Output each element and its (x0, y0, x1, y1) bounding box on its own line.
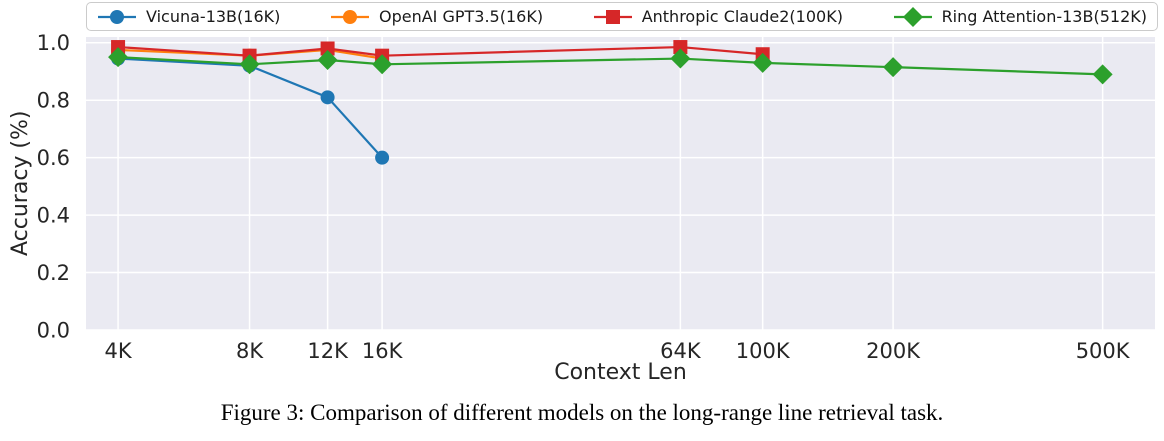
x-tick-label: 12K (307, 339, 349, 363)
series-line-anthropic-claude2-100k (117, 45, 763, 57)
data-point-anthropic-claude2-100k (673, 40, 688, 55)
circle-marker-icon (330, 9, 369, 24)
y-tick-label: 0.8 (37, 89, 70, 113)
circle-marker-glyph (110, 9, 124, 24)
square-marker-icon (593, 9, 632, 24)
y-tick-label: 0.0 (37, 319, 70, 343)
circle-marker-glyph (342, 9, 357, 24)
data-point-ring-attention-13b-512k (108, 47, 129, 68)
legend-label: Ring Attention-13B(512K) (941, 7, 1147, 26)
x-axis-label: Context Len (554, 360, 687, 385)
data-point-ring-attention-13b-512k (317, 49, 338, 70)
data-point-ring-attention-13b-512k (670, 48, 691, 69)
y-tick-label: 0.4 (37, 204, 70, 228)
legend-label: Vicuna-13B(16K) (146, 7, 281, 26)
line-chart: 0.0 0.2 0.4 0.6 0.8 1.0 4K 8K 12K 16K 64K 100K 200K 5… (37, 31, 1155, 363)
diamond-marker-icon (893, 6, 932, 27)
data-point-anthropic-claude2-100k (111, 40, 126, 55)
legend-item-openai-gpt3-5-16k: OpenAI GPT3.5(16K) (330, 7, 543, 27)
y-tick-label: 0.2 (37, 261, 70, 285)
legend-item-anthropic-claude2-100k: Anthropic Claude2(100K) (593, 7, 843, 27)
x-tick-label: 4K (104, 339, 132, 363)
legend-label: Anthropic Claude2(100K) (641, 7, 843, 26)
plot-area (86, 37, 1155, 330)
series-line-ring-attention-13b-512k (118, 56, 1103, 76)
square-marker-glyph (605, 9, 620, 24)
series-line-vicuna-13b-16k (118, 57, 383, 159)
data-point-ring-attention-13b-512k (372, 54, 393, 75)
data-point-vicuna-13b-16k (375, 150, 390, 165)
circle-marker-icon (98, 9, 136, 24)
y-tick-label: 1.0 (37, 31, 70, 55)
data-point-ring-attention-13b-512k (883, 57, 904, 78)
x-tick-label: 64K (660, 339, 702, 363)
data-point-ring-attention-13b-512k (752, 52, 773, 73)
x-tick-label: 8K (236, 339, 264, 363)
x-tick-label: 16K (362, 339, 404, 363)
legend-label: OpenAI GPT3.5(16K) (378, 7, 544, 26)
y-tick-label: 0.6 (37, 146, 70, 170)
x-tick-label: 500K (1076, 339, 1131, 363)
data-point-vicuna-13b-16k (320, 90, 335, 105)
x-tick-label: 100K (736, 339, 791, 363)
chart-legend: Vicuna-13B(16K) OpenAI GPT3.5(16K) Anthrop… (86, 2, 1158, 31)
legend-item-ring-attention-13b-512k: Ring Attention-13B(512K) (893, 6, 1147, 27)
y-axis-label: Accuracy (%) (8, 110, 33, 257)
data-point-ring-attention-13b-512k (1092, 64, 1113, 85)
data-point-ring-attention-13b-512k (239, 54, 260, 75)
x-tick-label: 200K (866, 339, 921, 363)
diamond-marker-glyph (902, 6, 923, 27)
legend-item-vicuna-13b-16k: Vicuna-13B(16K) (97, 7, 280, 27)
figure-caption: Figure 3: Comparison of different models… (220, 400, 944, 425)
data-point-anthropic-claude2-100k (320, 41, 335, 56)
